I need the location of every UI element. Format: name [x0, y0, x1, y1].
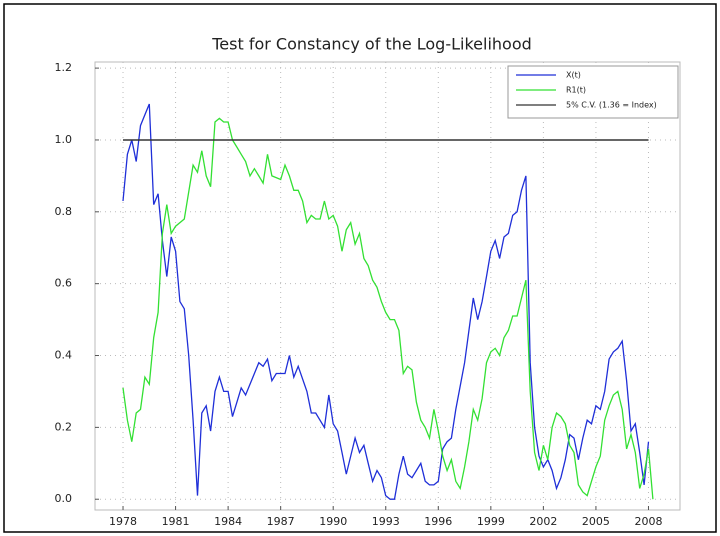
y-tick-label: 1.0 — [55, 133, 73, 146]
x-tick-label: 2005 — [582, 515, 610, 528]
x-tick-label: 2002 — [529, 515, 557, 528]
series-line — [122, 103, 650, 500]
chart-title: Test for Constancy of the Log-Likelihood — [211, 35, 532, 54]
plot-area — [94, 61, 681, 511]
series-line — [122, 117, 654, 500]
legend — [507, 65, 679, 119]
lines — [122, 103, 654, 500]
y-tick-label: 0.6 — [55, 277, 73, 290]
x-tick-label: 2008 — [634, 515, 662, 528]
x-tick-label: 1999 — [477, 515, 505, 528]
x-tick-label: 1996 — [424, 515, 452, 528]
y-tick-label: 1.2 — [55, 61, 73, 74]
x-tick-label: 1993 — [372, 515, 400, 528]
x-tick-label: 1984 — [214, 515, 242, 528]
legend-text: X(t) — [566, 71, 581, 80]
y-tick-label: 0.2 — [55, 420, 73, 433]
legend-text: 5% C.V. (1.36 = Index) — [566, 101, 657, 110]
x-tick-label: 1987 — [267, 515, 295, 528]
x-tick-label: 1978 — [109, 515, 137, 528]
x-tick-label: 1990 — [319, 515, 347, 528]
x-tick-label: 1981 — [162, 515, 190, 528]
y-tick-label: 0.0 — [55, 492, 73, 505]
legend-text: R1(t) — [566, 86, 586, 95]
y-tick-label: 0.8 — [55, 205, 73, 218]
y-tick-label: 0.4 — [55, 349, 73, 362]
